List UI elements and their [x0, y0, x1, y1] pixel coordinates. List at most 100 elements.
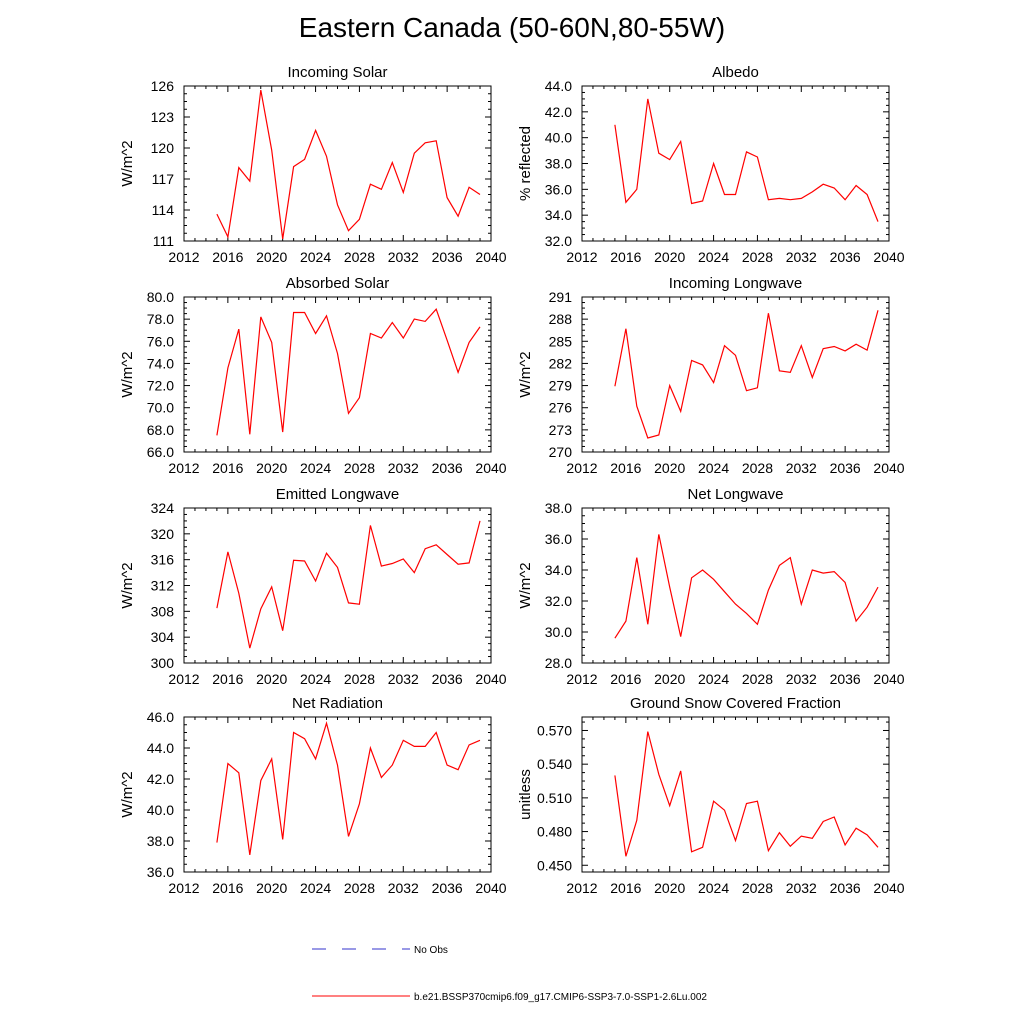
y-tick-label: 36.0: [147, 864, 174, 880]
page-title: Eastern Canada (50-60N,80-55W): [298, 12, 726, 43]
series-line: [614, 731, 879, 857]
chart-panel: Emitted Longwave 2012 2016 2020 2024 2028 2032…: [119, 486, 507, 687]
y-tick-label: 36.0: [545, 181, 572, 197]
y-tick-label: 34.0: [545, 207, 572, 223]
x-tick-label: 2016: [212, 880, 243, 896]
y-tick-label: 32.0: [545, 593, 572, 609]
x-tick-label: 2020: [256, 460, 287, 476]
x-tick-label: 2040: [475, 880, 506, 896]
y-tick-label: 46.0: [147, 709, 174, 725]
series-line: [216, 721, 481, 855]
y-tick-label: 304: [151, 629, 175, 645]
legend: No Obs b.e21.BSSP370cmip6.f09_g17.CMIP6-S…: [312, 945, 707, 1003]
x-tick-label: 2036: [830, 460, 861, 476]
x-tick-label: 2016: [212, 460, 243, 476]
x-tick-label: 2032: [786, 880, 817, 896]
y-tick-label: 111: [153, 233, 174, 249]
y-tick-label: 0.450: [537, 857, 572, 873]
x-tick-label: 2020: [654, 880, 685, 896]
legend-label-model: b.e21.BSSP370cmip6.f09_g17.CMIP6-SSP3-7.…: [414, 992, 707, 1003]
y-tick-label: 34.0: [545, 562, 572, 578]
x-tick-label: 2036: [432, 249, 463, 265]
plot-frame: [183, 507, 492, 664]
x-tick-label: 2028: [742, 249, 773, 265]
panel-title: Incoming Solar: [287, 64, 387, 81]
y-tick-label: 114: [152, 202, 175, 218]
x-tick-label: 2040: [873, 460, 904, 476]
y-tick-label: 0.510: [537, 790, 572, 806]
legend-label-no-obs: No Obs: [414, 945, 448, 956]
y-tick-label: 42.0: [147, 771, 174, 787]
x-tick-label: 2040: [873, 671, 904, 687]
x-tick-label: 2032: [786, 460, 817, 476]
y-tick-label: 32.0: [545, 233, 572, 249]
y-tick-label: 288: [549, 311, 573, 327]
x-tick-label: 2036: [830, 671, 861, 687]
x-tick-label: 2024: [698, 249, 729, 265]
x-tick-label: 2016: [610, 880, 641, 896]
x-tick-label: 2028: [742, 671, 773, 687]
series-line: [614, 310, 879, 439]
y-tick-label: 117: [152, 171, 175, 187]
x-tick-label: 2032: [786, 671, 817, 687]
plot-frame: [581, 85, 890, 242]
y-tick-label: 316: [151, 552, 175, 568]
panel-title: Incoming Longwave: [669, 275, 802, 292]
panel-title: Ground Snow Covered Fraction: [630, 695, 841, 712]
x-tick-label: 2016: [212, 671, 243, 687]
y-tick-label: 72.0: [147, 378, 174, 394]
panel-title: Emitted Longwave: [276, 486, 399, 503]
y-tick-label: 76.0: [147, 333, 174, 349]
y-tick-label: 324: [151, 500, 175, 516]
y-tick-label: 123: [151, 109, 175, 125]
x-tick-label: 2040: [475, 671, 506, 687]
x-tick-label: 2020: [654, 460, 685, 476]
x-tick-label: 2012: [168, 671, 199, 687]
series-line: [614, 98, 879, 222]
y-axis-label: W/m^2: [517, 562, 534, 608]
panel-title: Absorbed Solar: [286, 275, 389, 292]
y-tick-label: 38.0: [147, 833, 174, 849]
y-tick-label: 126: [151, 78, 175, 94]
panel-title: Net Longwave: [688, 486, 784, 503]
plot-frame: [183, 296, 492, 453]
y-tick-label: 0.540: [537, 756, 572, 772]
y-axis-label: W/m^2: [517, 351, 534, 397]
x-tick-label: 2012: [566, 671, 597, 687]
x-tick-label: 2020: [256, 671, 287, 687]
y-tick-label: 36.0: [545, 531, 572, 547]
y-tick-label: 300: [151, 655, 175, 671]
plot-frame: [581, 296, 890, 453]
x-tick-label: 2024: [698, 880, 729, 896]
chart-panel: Albedo 2012 2016 2020 2024 2028 2032 2036 2040 32…: [517, 64, 905, 265]
x-tick-label: 2012: [566, 460, 597, 476]
x-tick-label: 2024: [300, 671, 331, 687]
chart-panel: Net Longwave 2012 2016 2020 2024 2028 2032 2036…: [517, 486, 905, 687]
x-tick-label: 2032: [388, 460, 419, 476]
chart-panel: Absorbed Solar 2012 2016 2020 2024 2028 2032 20…: [119, 275, 507, 476]
y-tick-label: 38.0: [545, 156, 572, 172]
x-tick-label: 2040: [873, 249, 904, 265]
y-axis-label: unitless: [517, 769, 534, 820]
y-tick-label: 44.0: [147, 740, 174, 756]
x-tick-label: 2040: [475, 249, 506, 265]
plot-frame: [581, 507, 890, 664]
chart-panel: Incoming Longwave 2012 2016 2020 2024 2028 203…: [517, 275, 905, 476]
chart-panel: Net Radiation 2012 2016 2020 2024 2028 2032 203…: [119, 695, 507, 896]
y-tick-label: 30.0: [545, 624, 572, 640]
y-tick-label: 28.0: [545, 655, 572, 671]
x-tick-label: 2028: [344, 880, 375, 896]
y-tick-label: 68.0: [147, 422, 174, 438]
y-axis-label: W/m^2: [119, 771, 136, 817]
y-tick-label: 74.0: [147, 355, 174, 371]
y-tick-label: 312: [151, 578, 175, 594]
y-tick-label: 42.0: [545, 104, 572, 120]
y-tick-label: 120: [151, 140, 175, 156]
x-tick-label: 2012: [168, 249, 199, 265]
x-tick-label: 2032: [786, 249, 817, 265]
y-tick-label: 80.0: [147, 289, 174, 305]
x-tick-label: 2040: [475, 460, 506, 476]
x-tick-label: 2032: [388, 880, 419, 896]
x-tick-label: 2012: [566, 880, 597, 896]
